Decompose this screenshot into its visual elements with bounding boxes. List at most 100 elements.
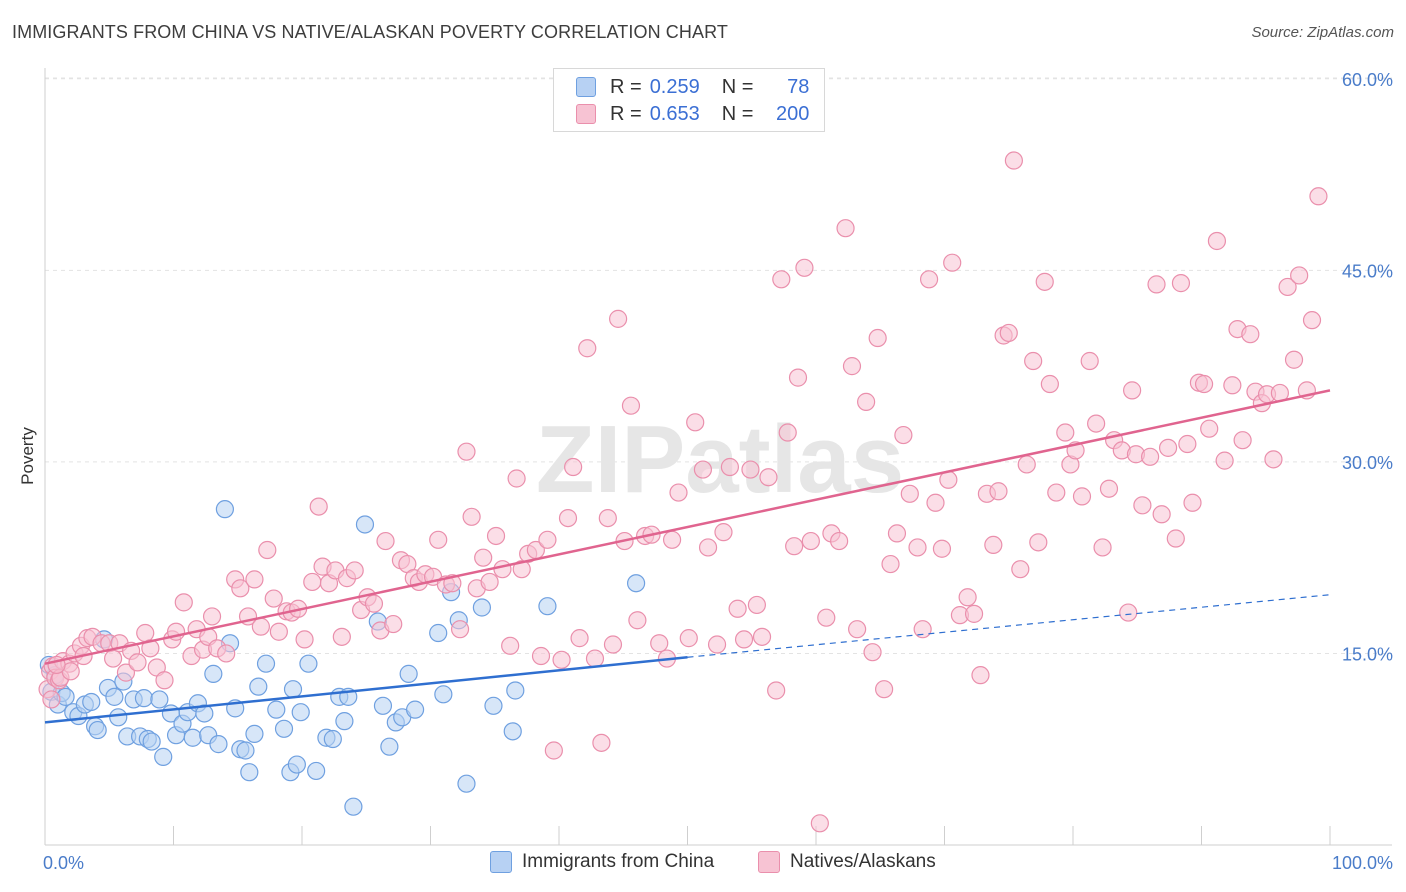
data-point-natives xyxy=(669,483,688,502)
data-point-natives xyxy=(868,328,887,348)
data-point-natives xyxy=(603,635,623,654)
data-point-natives xyxy=(785,537,804,556)
data-point-china xyxy=(503,722,522,741)
data-point-china xyxy=(204,664,223,683)
data-point-china xyxy=(195,704,214,723)
data-point-natives xyxy=(1119,603,1138,622)
data-point-china xyxy=(291,703,310,722)
data-point-natives xyxy=(1194,374,1214,394)
data-point-natives xyxy=(1278,277,1297,297)
y-tick-label: 15.0% xyxy=(1342,644,1393,664)
bottom-legend-label: Natives/Alaskans xyxy=(790,851,936,872)
data-point-natives xyxy=(1080,351,1099,371)
data-point-china xyxy=(267,700,286,719)
data-point-natives xyxy=(480,572,499,592)
data-point-natives xyxy=(1017,455,1036,474)
data-point-natives xyxy=(1152,505,1171,524)
trend-line-natives xyxy=(44,389,1331,665)
data-point-natives xyxy=(1284,350,1304,369)
data-point-china xyxy=(626,574,646,593)
data-point-natives xyxy=(585,649,605,668)
data-point-natives xyxy=(474,548,493,567)
data-point-natives xyxy=(714,523,733,542)
legend-n-label: N = xyxy=(721,75,754,98)
data-point-natives xyxy=(1215,451,1234,470)
data-point-natives xyxy=(650,634,669,653)
data-point-natives xyxy=(1024,351,1043,371)
data-point-natives xyxy=(900,484,919,503)
data-point-natives xyxy=(512,560,531,579)
data-point-china xyxy=(249,677,268,696)
data-point-natives xyxy=(801,531,820,551)
data-point-natives xyxy=(1264,450,1283,469)
data-point-china xyxy=(274,719,294,738)
bottom-legend-label: Immigrants from China xyxy=(522,851,715,872)
data-point-china xyxy=(399,664,418,683)
data-point-natives xyxy=(863,643,882,662)
data-point-natives xyxy=(836,219,855,238)
data-point-china xyxy=(484,696,503,715)
data-point-natives xyxy=(926,493,945,512)
data-point-china xyxy=(142,732,161,751)
data-point-natives xyxy=(759,468,778,487)
data-point-natives xyxy=(1241,325,1260,344)
data-point-natives xyxy=(486,526,506,546)
data-point-natives xyxy=(693,460,713,479)
data-point-china xyxy=(344,797,363,816)
data-point-natives xyxy=(136,623,155,643)
data-point-natives xyxy=(564,457,583,477)
data-point-natives xyxy=(778,423,797,442)
data-point-natives xyxy=(1207,231,1227,251)
data-point-natives xyxy=(875,680,894,699)
y-tick-label: 45.0% xyxy=(1342,261,1393,281)
data-point-natives xyxy=(767,681,786,700)
data-point-natives xyxy=(457,442,476,461)
data-point-natives xyxy=(720,457,740,477)
legend: R = 0.259 N = 78 R = 0.653 N = 200 xyxy=(553,68,825,132)
y-tick-labels: 15.0% 30.0% 45.0% 60.0% xyxy=(1342,70,1393,665)
data-point-china xyxy=(183,728,202,747)
data-point-china xyxy=(283,680,303,699)
data-point-natives xyxy=(609,309,628,328)
data-point-natives xyxy=(908,538,927,557)
data-point-natives xyxy=(1087,414,1106,433)
data-point-natives xyxy=(1183,493,1202,512)
data-point-natives xyxy=(104,649,123,668)
data-point-natives xyxy=(747,595,766,615)
data-point-natives xyxy=(752,627,772,646)
data-point-natives xyxy=(1233,431,1252,450)
bottom-legend-swatch-blue xyxy=(490,851,512,873)
data-point-natives xyxy=(128,653,147,672)
data-point-natives xyxy=(332,627,351,646)
bottom-legend-item-natives: Natives/Alaskans xyxy=(758,851,936,873)
data-point-natives xyxy=(231,579,250,598)
data-point-natives xyxy=(734,630,754,649)
data-point-natives xyxy=(817,608,836,627)
data-point-natives xyxy=(598,508,617,528)
data-point-natives xyxy=(984,535,1003,555)
data-point-china xyxy=(134,689,154,708)
data-point-china xyxy=(380,737,399,756)
data-point-china xyxy=(429,623,448,643)
data-point-natives xyxy=(1158,438,1178,457)
data-point-natives xyxy=(1072,487,1092,506)
data-point-natives xyxy=(578,339,597,358)
data-point-natives xyxy=(741,460,760,479)
data-point-china xyxy=(256,654,276,673)
data-point-natives xyxy=(264,589,283,608)
data-point-natives xyxy=(450,620,470,639)
legend-n-value: 200 xyxy=(776,102,810,125)
data-point-china xyxy=(506,681,525,700)
data-point-natives xyxy=(202,607,222,626)
data-point-china xyxy=(355,515,375,534)
data-point-natives xyxy=(881,554,900,574)
legend-swatch-pink xyxy=(576,104,596,124)
data-point-natives xyxy=(1047,483,1066,502)
data-point-natives xyxy=(1123,381,1142,400)
data-point-natives xyxy=(251,617,270,636)
data-point-china xyxy=(287,755,306,774)
data-point-natives xyxy=(1133,496,1152,515)
watermark: ZIPatlas xyxy=(536,406,904,513)
data-point-natives xyxy=(932,539,952,558)
